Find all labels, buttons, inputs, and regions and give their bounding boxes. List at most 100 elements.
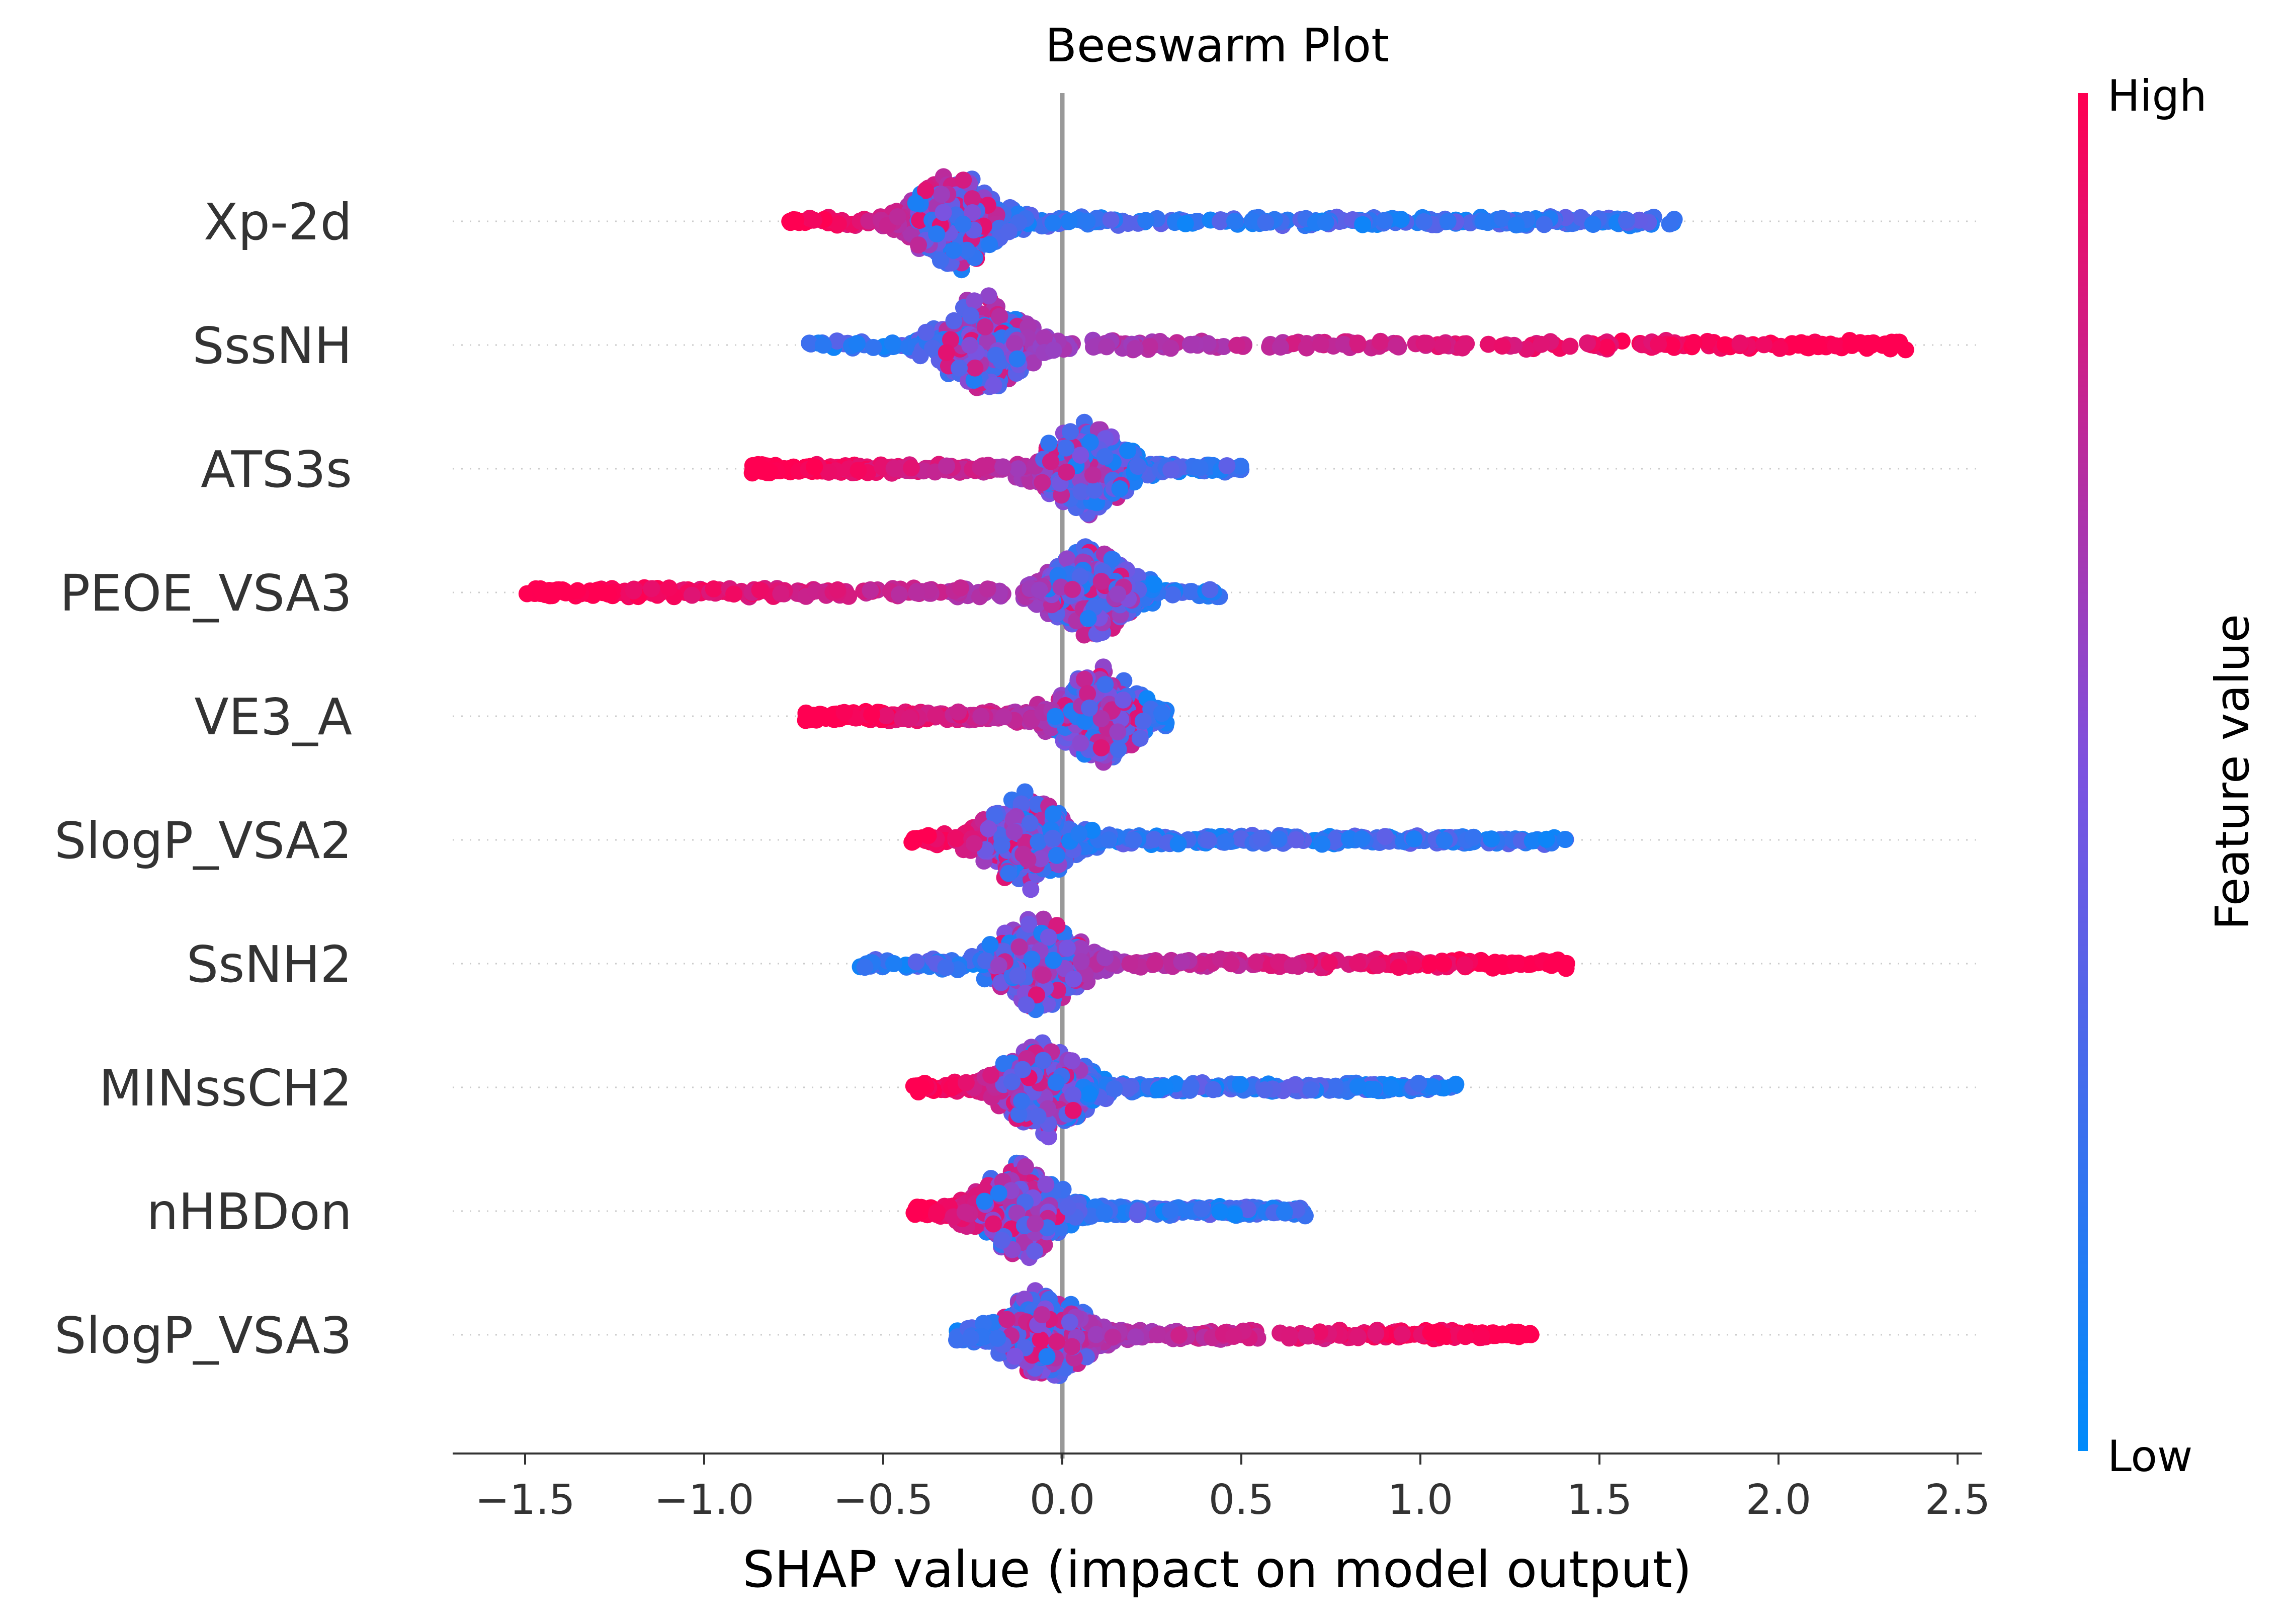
shap-point [994,458,1011,476]
shap-point [1025,354,1042,372]
shap-point [1561,337,1579,355]
shap-point [1493,337,1511,355]
shap-point [801,334,818,352]
shap-point [1731,334,1749,352]
shap-point [1217,833,1235,850]
shap-point [1388,337,1405,355]
shap-point [965,835,983,852]
shap-point [911,212,928,229]
shap-point [1474,213,1492,230]
shap-point [985,377,1002,394]
shap-point [1181,335,1199,353]
shap-point [1044,829,1061,847]
shap-point [958,241,976,259]
shap-point [1435,831,1453,849]
shap-point [1543,957,1560,974]
shap-point [990,957,1007,974]
shap-point [1096,949,1114,967]
shap-point [945,241,963,259]
shap-point [1034,966,1052,984]
shap-point [1064,580,1081,598]
shap-point [1040,928,1057,946]
shap-point [1270,830,1288,848]
shap-point [1145,576,1163,593]
shap-point [1009,967,1027,985]
shap-point [1335,335,1352,353]
shap-point [1484,959,1502,977]
shap-point [1376,828,1394,845]
shap-point [569,582,586,600]
shap-point [1439,213,1457,230]
shap-point [987,347,1004,364]
shap-point [1065,970,1082,988]
chart-title: Beeswarm Plot [1045,19,1389,72]
shap-point [1556,831,1574,848]
shap-point [850,462,867,479]
shap-point [1842,336,1860,354]
shap-point [963,190,981,208]
shap-point [1874,336,1892,354]
shap-point [1176,215,1194,232]
shap-point [1076,670,1093,688]
shap-point [1125,831,1142,849]
shap-point [927,707,945,724]
shap-point [1110,740,1127,758]
shap-point [948,830,965,847]
shap-point [865,338,882,356]
shap-point [1109,585,1127,603]
shap-point [625,582,642,600]
shap-point [1042,453,1059,470]
shap-point [1000,223,1018,240]
shap-point [902,459,920,477]
shap-point [1121,955,1139,973]
shap-point [1023,951,1041,968]
shap-point [980,287,997,305]
shap-point [1507,955,1525,972]
shap-point [964,204,981,221]
shap-point [1771,339,1789,357]
shap-point [1044,214,1062,232]
beeswarm-points [518,168,1914,1384]
shap-point [951,359,968,377]
shap-point [1404,955,1421,973]
shap-point [950,703,967,721]
shap-point [1199,335,1217,353]
shap-point [829,581,847,599]
shap-point [979,580,996,598]
shap-point [905,832,922,850]
shap-point [1072,953,1090,970]
shap-point [965,372,983,389]
shap-point [1618,211,1635,229]
shap-point [885,955,902,972]
shap-point [1536,216,1553,233]
shap-point [1663,336,1680,354]
shap-point [643,580,660,597]
shap-point [932,251,949,269]
shap-point [907,953,925,971]
shap-point [660,579,678,597]
shap-point [877,707,895,725]
shap-point [1096,448,1114,465]
shap-point [1211,213,1229,230]
shap-point [1418,334,1435,352]
shap-point [1045,341,1062,359]
shap-point [1092,572,1110,590]
shap-point [911,347,929,365]
shap-point [1320,954,1338,972]
shap-point [1354,216,1372,233]
shap-point [1102,211,1120,229]
shap-point [991,308,1008,325]
shap-point [1096,675,1114,693]
shap-point [1348,954,1366,972]
shap-point [1169,835,1187,852]
shap-point [884,334,901,352]
shap-point [966,292,983,310]
shap-point [1650,335,1667,353]
shap-point [1079,685,1096,702]
shap-point [829,215,847,233]
shap-point [1454,339,1471,357]
shap-point [1036,329,1053,347]
shap-point [1119,442,1137,459]
shap-point [1058,463,1075,481]
